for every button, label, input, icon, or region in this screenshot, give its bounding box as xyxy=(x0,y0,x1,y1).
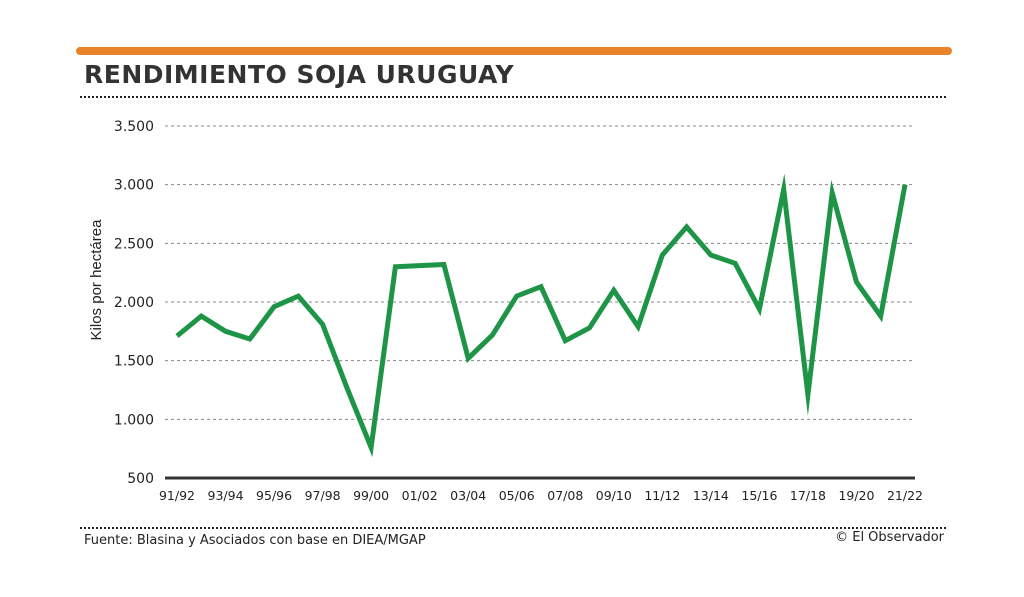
x-tick-label: 03/04 xyxy=(450,488,486,503)
y-tick-label: 2.000 xyxy=(114,295,154,311)
y-tick-label: 1.000 xyxy=(114,412,154,428)
x-tick-label: 09/10 xyxy=(596,488,632,503)
publisher-credit: © El Observador xyxy=(835,530,944,545)
x-tick-label: 97/98 xyxy=(305,488,341,503)
gridlines xyxy=(165,125,915,480)
x-tick-label: 21/22 xyxy=(887,488,923,503)
x-axis-ticks: 91/92 93/94 95/96 97/98 99/00 01/02 03/04 05/06… xyxy=(159,488,923,503)
y-axis-title: Kilos por hectárea xyxy=(88,219,105,341)
x-tick-label: 01/02 xyxy=(402,488,438,503)
header-accent-bar xyxy=(76,47,952,55)
x-tick-label: 19/20 xyxy=(838,488,874,503)
y-axis-ticks: 500 1.000 1.500 2.000 2.500 3.000 3.500 xyxy=(114,119,154,487)
x-tick-label: 95/96 xyxy=(256,488,292,503)
x-tick-label: 93/94 xyxy=(208,488,244,503)
x-tick-label: 99/00 xyxy=(353,488,389,503)
x-tick-label: 13/14 xyxy=(693,488,729,503)
y-tick-label: 1.500 xyxy=(114,354,154,370)
y-tick-label: 500 xyxy=(127,471,154,487)
x-tick-label: 15/16 xyxy=(741,488,777,503)
footer-divider xyxy=(80,527,946,529)
series-line xyxy=(175,173,908,458)
x-tick-label: 07/08 xyxy=(547,488,583,503)
x-tick-label: 91/92 xyxy=(159,488,195,503)
y-tick-label: 3.500 xyxy=(114,119,154,135)
title-divider xyxy=(80,96,946,98)
source-note: Fuente: Blasina y Asociados con base en … xyxy=(84,533,426,548)
x-tick-label: 11/12 xyxy=(644,488,680,503)
y-tick-label: 3.000 xyxy=(114,178,154,194)
y-tick-label: 2.500 xyxy=(114,236,154,252)
x-tick-label: 17/18 xyxy=(790,488,826,503)
x-tick-label: 05/06 xyxy=(499,488,535,503)
chart-title: RENDIMIENTO SOJA URUGUAY xyxy=(84,60,515,89)
series-layer xyxy=(175,173,908,458)
